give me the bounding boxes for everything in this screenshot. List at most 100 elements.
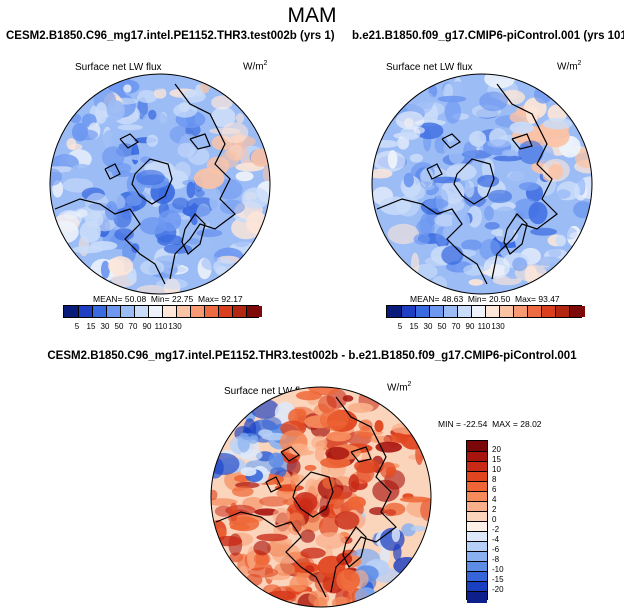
left-colorbar-swatch: [232, 306, 248, 317]
diff-colorbar-tick-label: -8: [492, 555, 500, 564]
right-coastline-5: [426, 163, 443, 180]
left-colorbar-tick-label: 90: [142, 322, 152, 331]
diff-coastline-1: [215, 511, 327, 598]
right-coastline-0: [453, 158, 495, 205]
right-panel-title: b.e21.B1850.f09_g17.CMIP6-piControl.001 …: [352, 30, 624, 42]
right-colorbar-tick-label: 50: [437, 322, 447, 331]
left-colorbar-swatch: [64, 306, 79, 317]
left-colorbar-swatch: [204, 306, 220, 317]
right-colorbar-swatch: [499, 306, 515, 317]
diff-variable-label: Surface net LW flux: [224, 386, 311, 397]
right-colorbar-swatch: [569, 306, 585, 317]
left-colorbar-tick-label: 30: [100, 322, 110, 331]
diff-coastline-4: [280, 446, 300, 462]
diff-colorbar-tick-label: 10: [492, 465, 501, 474]
diff-colorbar-tick-label: 4: [492, 495, 497, 504]
right-colorbar-swatch: [457, 306, 473, 317]
diff-colorbar-swatch: [467, 471, 487, 483]
left-colorbar-swatch: [246, 306, 262, 317]
diff-map-border: [210, 386, 432, 608]
left-map: [49, 73, 271, 295]
right-map: [371, 73, 593, 295]
left-variable-label: Surface net LW flux: [75, 62, 162, 73]
diff-panel-title: CESM2.B1850.C96_mg17.intel.PE1152.THR3.t…: [47, 350, 577, 362]
left-colorbar-swatch: [218, 306, 234, 317]
diff-colorbar: [466, 440, 488, 603]
left-colorbar-swatch: [190, 306, 206, 317]
left-colorbar-tick-label: 70: [128, 322, 138, 331]
diff-colorbar-tick-label: -10: [492, 565, 504, 574]
right-coastline-2: [491, 83, 558, 280]
diff-colorbar-ticks: 20 15 10 8 6 4 2 0 -2 -4 -6 -8 -10 -15 -20: [492, 440, 522, 600]
right-colorbar-tick-label: 110: [477, 322, 491, 331]
diff-colorbar-tick-label: -4: [492, 535, 500, 544]
right-map-border: [371, 73, 593, 295]
left-coastline-4: [119, 133, 139, 149]
right-colorbar-swatch: [387, 306, 402, 317]
right-colorbar: [386, 305, 585, 318]
diff-colorbar-swatch: [467, 441, 487, 452]
left-colorbar-tick-label: 5: [74, 322, 80, 331]
left-coastline-2: [169, 83, 236, 280]
diff-colorbar-tick-label: 8: [492, 475, 497, 484]
right-variable-label: Surface net LW flux: [386, 62, 473, 73]
left-coastline-5: [104, 163, 121, 180]
right-map-field: [372, 74, 592, 294]
right-colorbar-tick-label: 30: [423, 322, 433, 331]
diff-colorbar-tick-label: 15: [492, 455, 501, 464]
diff-colorbar-swatch: [467, 511, 487, 523]
diff-colorbar-tick-label: -6: [492, 545, 500, 554]
diff-colorbar-swatch: [467, 551, 487, 563]
diff-coastline-3: [342, 526, 367, 568]
left-coastline-0: [131, 158, 173, 205]
left-colorbar-swatch: [134, 306, 150, 317]
diff-colorbar-swatch: [467, 591, 487, 603]
diff-colorbar-swatch: [467, 531, 487, 543]
right-colorbar-tick-label: 5: [397, 322, 403, 331]
right-colorbar-swatch: [443, 306, 459, 317]
left-map-border: [49, 73, 271, 295]
diff-colorbar-tick-label: 2: [492, 505, 497, 514]
right-coastline-4: [441, 133, 461, 149]
left-stats: MEAN= 50.08 Min= 22.75 Max= 92.17: [93, 294, 243, 304]
left-colorbar-swatch: [120, 306, 136, 317]
left-colorbar-ticks: 5 15 30 50 70 90 110 130: [63, 322, 259, 334]
diff-colorbar-tick-label: -20: [492, 585, 504, 594]
right-colorbar-tick-label: 130: [491, 322, 505, 331]
left-colorbar-tick-label: 15: [86, 322, 96, 331]
right-colorbar-swatch: [513, 306, 529, 317]
right-colorbar-swatch: [471, 306, 487, 317]
left-map-field: [50, 74, 270, 294]
left-colorbar-swatch: [148, 306, 164, 317]
diff-stats: MIN = -22.54 MAX = 28.02: [438, 419, 542, 429]
left-coastline-6: [189, 133, 211, 150]
right-coastline-3: [503, 213, 528, 255]
diff-colorbar-swatch: [467, 501, 487, 513]
left-coastline-3: [181, 213, 206, 255]
right-colorbar-swatch: [415, 306, 431, 317]
right-colorbar-swatch: [485, 306, 501, 317]
left-colorbar-swatch: [106, 306, 122, 317]
diff-colorbar-swatch: [467, 521, 487, 533]
diff-colorbar-tick-label: -2: [492, 525, 500, 534]
right-colorbar-ticks: 5 15 30 50 70 90 110 130: [386, 322, 582, 334]
diff-colorbar-swatch: [467, 561, 487, 573]
left-colorbar-tick-label: 130: [168, 322, 182, 331]
diff-colorbar-tick-label: 6: [492, 485, 497, 494]
diff-coastline-0: [292, 471, 334, 518]
diff-coastline-6: [350, 446, 372, 463]
left-colorbar-swatch: [176, 306, 192, 317]
left-colorbar-tick-label: 50: [114, 322, 124, 331]
diff-map-field: [211, 387, 431, 607]
diff-coastline-5: [265, 476, 282, 493]
left-colorbar-tick-label: 110: [154, 322, 168, 331]
diff-colorbar-swatch: [467, 581, 487, 593]
left-colorbar: [63, 305, 262, 318]
diff-colorbar-tick-label: 0: [492, 515, 497, 524]
main-title: MAM: [287, 4, 337, 27]
right-colorbar-tick-label: 70: [451, 322, 461, 331]
diff-colorbar-swatch: [467, 571, 487, 583]
diff-colorbar-swatch: [467, 491, 487, 503]
left-panel-title: CESM2.B1850.C96_mg17.intel.PE1152.THR3.t…: [6, 30, 335, 42]
